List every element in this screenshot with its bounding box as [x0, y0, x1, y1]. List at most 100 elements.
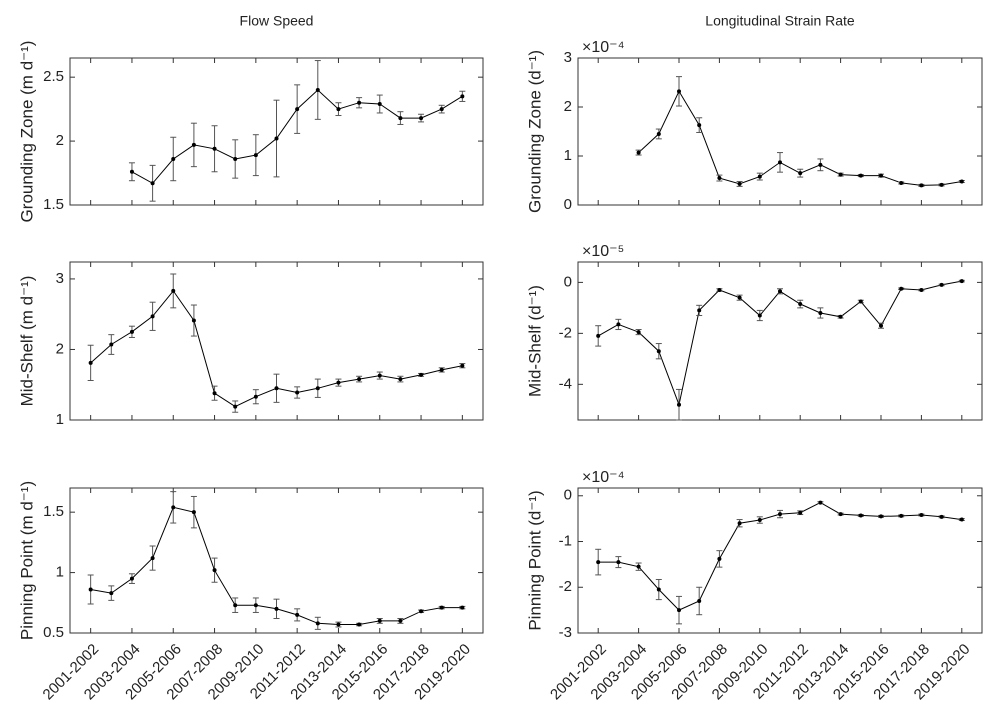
y-axis-label: Pinning Point (d⁻¹)	[525, 490, 544, 630]
data-point	[959, 179, 964, 184]
y-tick-label: 2.5	[43, 68, 64, 85]
data-point	[717, 556, 722, 561]
data-point	[818, 500, 823, 505]
data-point	[616, 560, 621, 565]
data-point	[212, 568, 217, 573]
y-tick-label: -2	[559, 324, 572, 341]
data-point	[879, 323, 883, 328]
data-point	[717, 176, 722, 181]
data-point	[858, 299, 863, 304]
y-axis-label: Grounding Zone (m d⁻¹)	[17, 41, 36, 223]
data-point	[939, 514, 944, 519]
plot-frame	[69, 261, 484, 421]
data-point	[737, 521, 742, 526]
data-point	[838, 314, 843, 319]
data-point	[818, 162, 823, 167]
data-point	[88, 360, 93, 365]
data-point	[88, 587, 93, 592]
data-point	[171, 505, 176, 510]
data-point	[778, 160, 782, 165]
data-point	[253, 603, 258, 608]
data-point	[616, 322, 621, 327]
data-point	[233, 156, 238, 161]
data-point	[697, 308, 702, 313]
data-point	[109, 591, 114, 596]
data-point	[757, 518, 762, 523]
data-point	[315, 87, 320, 92]
data-point	[191, 510, 196, 515]
plot-frame	[577, 261, 983, 421]
y-tick-label: -2	[559, 578, 572, 595]
series-line	[597, 280, 962, 407]
data-point	[274, 606, 279, 611]
data-point	[315, 621, 320, 626]
data-point	[858, 513, 863, 518]
data-point	[419, 116, 424, 121]
series-line	[598, 502, 962, 611]
data-point	[737, 295, 742, 300]
y-tick-label: 0	[564, 487, 572, 504]
data-point	[838, 512, 843, 517]
plot-frame	[577, 57, 983, 206]
plot-frame	[69, 487, 484, 634]
data-point	[295, 390, 300, 395]
data-point	[274, 386, 279, 391]
data-point	[336, 622, 341, 627]
data-point	[377, 102, 382, 107]
panel-title: Flow Speed	[240, 13, 314, 29]
data-point	[879, 173, 883, 178]
data-point	[315, 386, 320, 391]
data-point	[460, 94, 465, 99]
data-point	[697, 598, 702, 603]
data-point	[656, 131, 661, 136]
data-point	[171, 156, 176, 161]
plot-frame	[577, 487, 983, 634]
data-point	[129, 329, 134, 334]
y-tick-label: 0.5	[43, 624, 64, 641]
y-tick-label: 2	[56, 132, 64, 149]
y-tick-label: -3	[559, 624, 572, 641]
data-point	[357, 100, 362, 105]
data-point	[939, 282, 944, 287]
axis-exponent: ×10⁻⁵	[582, 243, 624, 260]
data-point	[377, 618, 382, 623]
data-point	[656, 587, 661, 592]
data-point	[959, 517, 964, 522]
data-point	[596, 333, 601, 338]
data-point	[377, 373, 382, 378]
data-point	[357, 377, 362, 382]
data-point	[919, 288, 924, 293]
axis-exponent: ×10⁻⁴	[582, 469, 625, 486]
data-point	[233, 603, 238, 608]
data-point	[419, 372, 424, 377]
data-point	[757, 313, 762, 318]
data-point	[798, 302, 803, 307]
data-point	[398, 377, 403, 382]
y-tick-label: 2	[564, 98, 572, 115]
data-point	[460, 363, 465, 368]
data-point	[798, 510, 803, 515]
data-point	[212, 391, 217, 396]
data-point	[636, 330, 641, 335]
data-point	[636, 150, 641, 155]
data-point	[838, 172, 843, 177]
data-point	[899, 513, 904, 518]
data-point	[879, 514, 883, 519]
plot-frame	[69, 57, 484, 206]
data-point	[460, 605, 465, 610]
data-point	[419, 609, 424, 614]
data-point	[191, 142, 196, 147]
data-point	[357, 622, 362, 627]
data-point	[295, 612, 300, 617]
data-point	[919, 512, 924, 517]
data-point	[677, 89, 681, 94]
data-point	[233, 404, 238, 409]
axis-exponent: ×10⁻⁴	[582, 39, 625, 56]
data-point	[798, 171, 803, 176]
y-tick-label: -1	[559, 532, 572, 549]
data-point	[959, 279, 964, 284]
data-point	[150, 181, 155, 186]
data-point	[336, 380, 341, 385]
y-axis-label: Mid-Shelf (d⁻¹)	[525, 285, 544, 397]
